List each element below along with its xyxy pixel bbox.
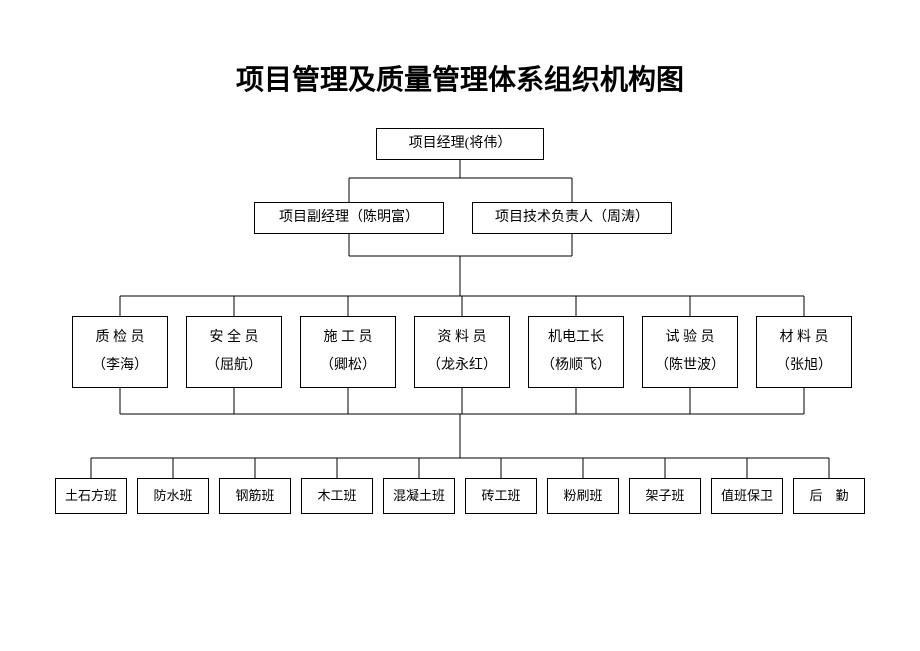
node-project-manager: 项目经理(将伟） — [376, 128, 544, 160]
qc-role: 质 检 员 — [96, 328, 145, 348]
node-tech-lead: 项目技术负责人（周涛） — [472, 202, 672, 234]
logistics-label: 后 勤 — [809, 487, 848, 505]
node-me: 机电工长 （杨顺飞） — [528, 316, 624, 388]
node-deputy-manager: 项目副经理（陈明富） — [254, 202, 444, 234]
masonry-label: 砖工班 — [481, 487, 520, 505]
plaster-label: 粉刷班 — [563, 487, 602, 505]
construction-name: （卿松） — [320, 356, 376, 376]
concrete-label: 混凝土班 — [393, 487, 445, 505]
node-logistics: 后 勤 — [793, 478, 865, 514]
node-plaster: 粉刷班 — [547, 478, 619, 514]
node-construction: 施 工 员 （卿松） — [300, 316, 396, 388]
waterproof-label: 防水班 — [153, 487, 192, 505]
node-earthwork: 土石方班 — [55, 478, 127, 514]
test-name: （陈世波） — [655, 356, 725, 376]
earthwork-label: 土石方班 — [65, 487, 117, 505]
node-safety: 安 全 员 （屈航） — [186, 316, 282, 388]
qc-name: （李海） — [92, 356, 148, 376]
node-masonry: 砖工班 — [465, 478, 537, 514]
construction-role: 施 工 员 — [324, 328, 373, 348]
node-scaffold: 架子班 — [629, 478, 701, 514]
node-concrete: 混凝土班 — [383, 478, 455, 514]
node-rebar: 钢筋班 — [219, 478, 291, 514]
guard-label: 值班保卫 — [721, 487, 773, 505]
material-role: 材 料 员 — [780, 328, 829, 348]
scaffold-label: 架子班 — [645, 487, 684, 505]
node-data: 资 料 员 （龙永红） — [414, 316, 510, 388]
tech-label: 项目技术负责人（周涛） — [495, 208, 649, 228]
material-name: （张旭） — [776, 356, 832, 376]
node-waterproof: 防水班 — [137, 478, 209, 514]
pm-label: 项目经理(将伟） — [409, 134, 512, 154]
node-material: 材 料 员 （张旭） — [756, 316, 852, 388]
chart-title: 项目管理及质量管理体系组织机构图 — [0, 58, 920, 98]
me-role: 机电工长 — [548, 328, 604, 348]
safety-role: 安 全 员 — [210, 328, 259, 348]
node-carpentry: 木工班 — [301, 478, 373, 514]
safety-name: （屈航） — [206, 356, 262, 376]
node-guard: 值班保卫 — [711, 478, 783, 514]
node-qc: 质 检 员 （李海） — [72, 316, 168, 388]
node-test: 试 验 员 （陈世波） — [642, 316, 738, 388]
data-name: （龙永红） — [427, 356, 497, 376]
deputy-label: 项目副经理（陈明富） — [279, 208, 419, 228]
test-role: 试 验 员 — [666, 328, 715, 348]
rebar-label: 钢筋班 — [235, 487, 274, 505]
carpentry-label: 木工班 — [317, 487, 356, 505]
data-role: 资 料 员 — [438, 328, 487, 348]
me-name: （杨顺飞） — [541, 356, 611, 376]
